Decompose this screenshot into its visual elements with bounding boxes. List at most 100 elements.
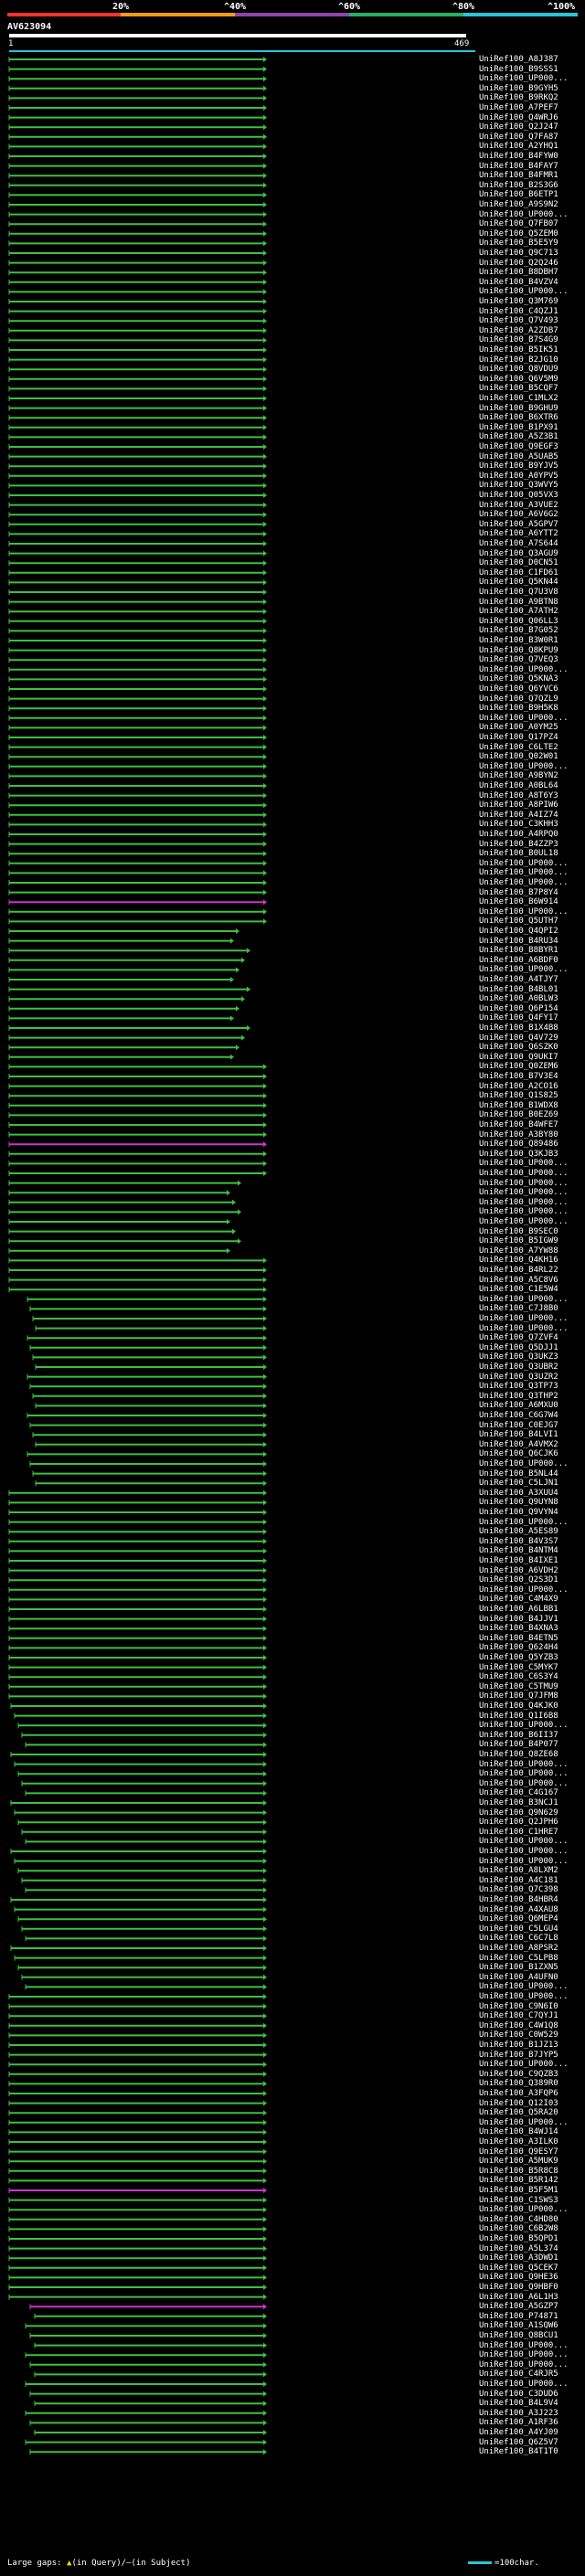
hit-label[interactable]: UniRef100_A1RF36	[479, 2418, 558, 2428]
hit-label[interactable]: UniRef100_Q3THP2	[479, 1391, 558, 1401]
hit-label[interactable]: UniRef100_UP000...	[479, 1169, 569, 1178]
hit-label[interactable]: UniRef100_UP000...	[479, 1837, 569, 1847]
hit-label[interactable]: UniRef100_Q3UZR2	[479, 1372, 558, 1382]
hit-label[interactable]: UniRef100_C1E5W4	[479, 1285, 558, 1295]
hit-label[interactable]: UniRef100_A5C8V6	[479, 1275, 558, 1285]
hit-label[interactable]: UniRef100_UP000...	[479, 858, 569, 868]
hit-label[interactable]: UniRef100_C7J8B0	[479, 1304, 558, 1314]
hit-label[interactable]: UniRef100_B8DBH7	[479, 268, 558, 278]
hit-label[interactable]: UniRef100_B2S3G6	[479, 180, 558, 190]
hit-label[interactable]: UniRef100_Q1I6B8	[479, 1711, 558, 1721]
hit-label[interactable]: UniRef100_B4WJ14	[479, 2127, 558, 2137]
hit-label[interactable]: UniRef100_A3ILK0	[479, 2137, 558, 2147]
hit-label[interactable]: UniRef100_Q5RA20	[479, 2108, 558, 2118]
hit-label[interactable]: UniRef100_Q8ZE68	[479, 1750, 558, 1759]
hit-label[interactable]: UniRef100_A3XUU4	[479, 1488, 558, 1498]
hit-label[interactable]: UniRef100_Q6CJK6	[479, 1449, 558, 1459]
hit-label[interactable]: UniRef100_Q4V729	[479, 1033, 558, 1043]
hit-label[interactable]: UniRef100_A3VUE2	[479, 500, 558, 510]
hit-label[interactable]: UniRef100_D0CN51	[479, 558, 558, 568]
hit-label[interactable]: UniRef100_Q9VYN4	[479, 1508, 558, 1517]
hit-label[interactable]: UniRef100_Q7FB07	[479, 219, 558, 229]
hit-label[interactable]: UniRef100_UP000...	[479, 965, 569, 975]
hit-label[interactable]: UniRef100_Q4WRJ6	[479, 112, 558, 122]
hit-label[interactable]: UniRef100_B7P8Y4	[479, 887, 558, 897]
hit-label[interactable]: UniRef100_A5GPV7	[479, 519, 558, 529]
hit-label[interactable]: UniRef100_A6YTT2	[479, 529, 558, 539]
hit-label[interactable]: UniRef100_B4FMR1	[479, 171, 558, 181]
hit-label[interactable]: UniRef100_B1WDX8	[479, 1100, 558, 1110]
hit-label[interactable]: UniRef100_Q6P154	[479, 1003, 558, 1013]
hit-label[interactable]: UniRef100_A9BYN2	[479, 771, 558, 781]
hit-label[interactable]: UniRef100_Q3WVY5	[479, 481, 558, 491]
hit-label[interactable]: UniRef100_A7ATH2	[479, 607, 558, 617]
hit-label[interactable]: UniRef100_C6B2W8	[479, 2224, 558, 2234]
hit-label[interactable]: UniRef100_Q624H4	[479, 1643, 558, 1653]
hit-label[interactable]: UniRef100_UP000...	[479, 2359, 569, 2369]
hit-label[interactable]: UniRef100_Q5KN44	[479, 578, 558, 588]
hit-label[interactable]: UniRef100_UP000...	[479, 906, 569, 917]
hit-label[interactable]: UniRef100_B4BL01	[479, 984, 558, 994]
hit-label[interactable]: UniRef100_UP000...	[479, 1585, 569, 1595]
hit-label[interactable]: UniRef100_UP000...	[479, 1188, 569, 1198]
hit-label[interactable]: UniRef100_A4YJ09	[479, 2428, 558, 2437]
hit-label[interactable]: UniRef100_Q89486	[479, 1140, 558, 1150]
hit-label[interactable]: UniRef100_B4FAY7	[479, 161, 558, 171]
hit-label[interactable]: UniRef100_A6VDH2	[479, 1565, 558, 1575]
hit-label[interactable]: UniRef100_A4RPQ0	[479, 830, 558, 839]
hit-label[interactable]: UniRef100_UP000...	[479, 1294, 569, 1304]
hit-label[interactable]: UniRef100_B4P077	[479, 1740, 558, 1750]
hit-label[interactable]: UniRef100_B5R8C8	[479, 2166, 558, 2176]
hit-label[interactable]: UniRef100_Q2S3D1	[479, 1575, 558, 1585]
hit-label[interactable]: UniRef100_UP000...	[479, 2117, 569, 2127]
hit-label[interactable]: UniRef100_Q7FA87	[479, 132, 558, 142]
hit-label[interactable]: UniRef100_B4LVI1	[479, 1430, 558, 1440]
hit-label[interactable]: UniRef100_UP000...	[479, 287, 569, 297]
hit-label[interactable]: UniRef100_C3DUD6	[479, 2389, 558, 2399]
hit-label[interactable]: UniRef100_B3NCJ1	[479, 1798, 558, 1807]
hit-label[interactable]: UniRef100_A4XAU8	[479, 1904, 558, 1914]
hit-label[interactable]: UniRef100_B4V3S7	[479, 1536, 558, 1546]
hit-label[interactable]: UniRef100_B4T1T0	[479, 2447, 558, 2457]
hit-label[interactable]: UniRef100_A5GZP7	[479, 2302, 558, 2312]
hit-label[interactable]: UniRef100_Q05VX3	[479, 491, 558, 500]
hit-label[interactable]: UniRef100_C3KHH3	[479, 820, 558, 830]
hit-label[interactable]: UniRef100_B4ZZP3	[479, 839, 558, 849]
hit-label[interactable]: UniRef100_B4ETN5	[479, 1633, 558, 1643]
hit-label[interactable]: UniRef100_Q5CEK7	[479, 2263, 558, 2273]
hit-label[interactable]: UniRef100_B1X4B8	[479, 1023, 558, 1033]
hit-label[interactable]: UniRef100_B5F5M1	[479, 2186, 558, 2195]
hit-label[interactable]: UniRef100_A6V6G2	[479, 510, 558, 520]
hit-label[interactable]: UniRef100_A3DWD1	[479, 2253, 558, 2263]
hit-label[interactable]: UniRef100_C5LJN1	[479, 1479, 558, 1489]
hit-label[interactable]: UniRef100_B4IXE1	[479, 1556, 558, 1565]
hit-label[interactable]: UniRef100_Q0ZEM6	[479, 1062, 558, 1072]
hit-label[interactable]: UniRef100_Q5ZEM0	[479, 228, 558, 239]
hit-label[interactable]: UniRef100_A5MUK9	[479, 2157, 558, 2167]
hit-label[interactable]: UniRef100_Q3M769	[479, 297, 558, 306]
hit-label[interactable]: UniRef100_A4C181	[479, 1875, 558, 1885]
hit-label[interactable]: UniRef100_C7QYJ1	[479, 2011, 558, 2021]
hit-label[interactable]: UniRef100_B7JYP5	[479, 2050, 558, 2060]
hit-label[interactable]: UniRef100_Q2Q246	[479, 258, 558, 268]
hit-label[interactable]: UniRef100_B1ZXN5	[479, 1963, 558, 1973]
hit-label[interactable]: UniRef100_A6MXU0	[479, 1401, 558, 1411]
hit-label[interactable]: UniRef100_C4M4X9	[479, 1595, 558, 1605]
hit-label[interactable]: UniRef100_UP000...	[479, 209, 569, 219]
hit-label[interactable]: UniRef100_B1JZ13	[479, 2041, 558, 2050]
hit-label[interactable]: UniRef100_Q3AGU9	[479, 548, 558, 558]
hit-label[interactable]: UniRef100_Q7VEQ3	[479, 655, 558, 665]
hit-label[interactable]: UniRef100_Q7JFM8	[479, 1691, 558, 1701]
hit-label[interactable]: UniRef100_C1SWS3	[479, 2195, 558, 2205]
hit-label[interactable]: UniRef100_A8J387	[479, 55, 558, 64]
hit-label[interactable]: UniRef100_UP000...	[479, 1159, 569, 1169]
hit-label[interactable]: UniRef100_P74871	[479, 2311, 558, 2321]
hit-label[interactable]: UniRef100_Q12I03	[479, 2098, 558, 2108]
hit-label[interactable]: UniRef100_B2JG10	[479, 355, 558, 365]
hit-label[interactable]: UniRef100_B5IGW9	[479, 1236, 558, 1246]
hit-label[interactable]: UniRef100_UP000...	[479, 1459, 569, 1468]
hit-label[interactable]: UniRef100_C6G7W4	[479, 1411, 558, 1420]
hit-label[interactable]: UniRef100_A0YPV5	[479, 471, 558, 481]
hit-label[interactable]: UniRef100_C6LTE2	[479, 742, 558, 752]
hit-label[interactable]: UniRef100_UP000...	[479, 713, 569, 723]
